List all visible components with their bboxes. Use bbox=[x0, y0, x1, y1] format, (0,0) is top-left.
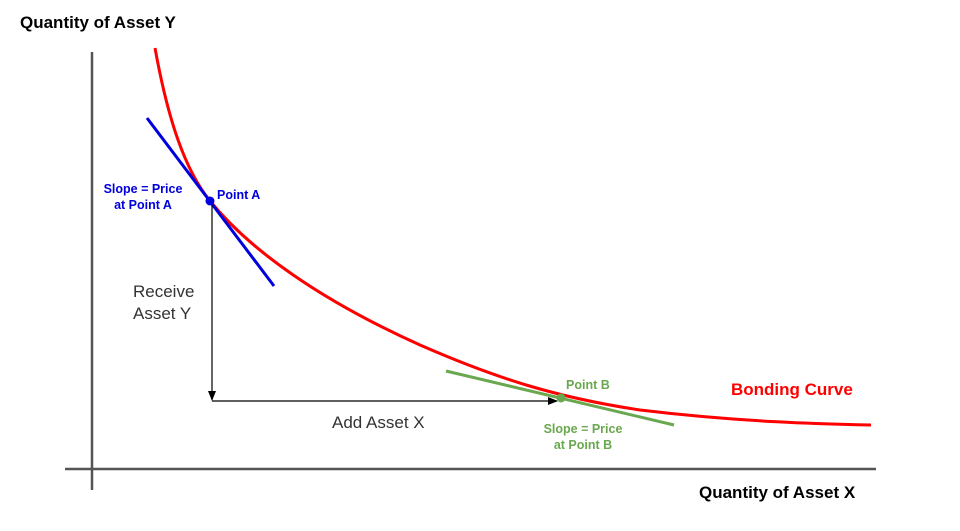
add-asset-x-label: Add Asset X bbox=[332, 413, 425, 432]
slope-b-line-2: at Point B bbox=[553, 438, 613, 452]
x-axis-title: Quantity of Asset X bbox=[699, 483, 856, 502]
point-b-marker bbox=[556, 393, 566, 403]
slope-a-line-2: at Point A bbox=[114, 198, 172, 212]
bonding-curve-line bbox=[153, 47, 872, 427]
receive-line-2: Asset Y bbox=[133, 304, 192, 323]
point-a-label: Point A bbox=[217, 188, 261, 202]
receive-line-1: Receive bbox=[133, 282, 195, 301]
slope-a-label: Slope = Price at Point A bbox=[98, 181, 188, 213]
slope-a-line-1: Slope = Price bbox=[103, 182, 183, 196]
slope-b-label: Slope = Price at Point B bbox=[538, 421, 628, 453]
point-b-label: Point B bbox=[566, 378, 610, 392]
slope-b-line-1: Slope = Price bbox=[543, 422, 623, 436]
y-axis-title: Quantity of Asset Y bbox=[20, 13, 176, 32]
bonding-curve-label: Bonding Curve bbox=[731, 380, 853, 399]
point-a-marker bbox=[205, 196, 215, 206]
receive-asset-y-label: Receive Asset Y bbox=[133, 281, 194, 325]
